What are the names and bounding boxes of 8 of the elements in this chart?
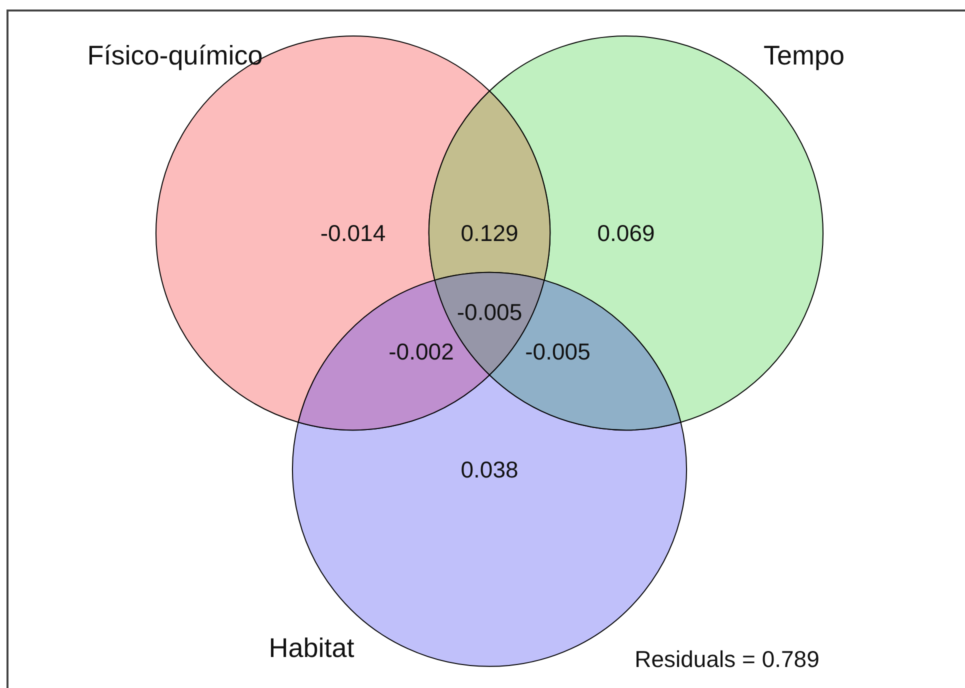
- data-label: 0.038: [460, 456, 518, 482]
- data-label: -0.005: [525, 338, 590, 364]
- data-label: -0.005: [456, 298, 522, 325]
- data-label: -0.014: [320, 220, 386, 246]
- data-label: 0.069: [597, 220, 655, 246]
- venn-diagram: -0.014 0.129 0.069 -0.005 -0.002 -0.005 0.038 Físico-químico Tempo Habitat Residuals = 0.789: [87, 36, 845, 672]
- data-label: 0.129: [460, 220, 518, 246]
- data-label: -0.002: [388, 338, 454, 364]
